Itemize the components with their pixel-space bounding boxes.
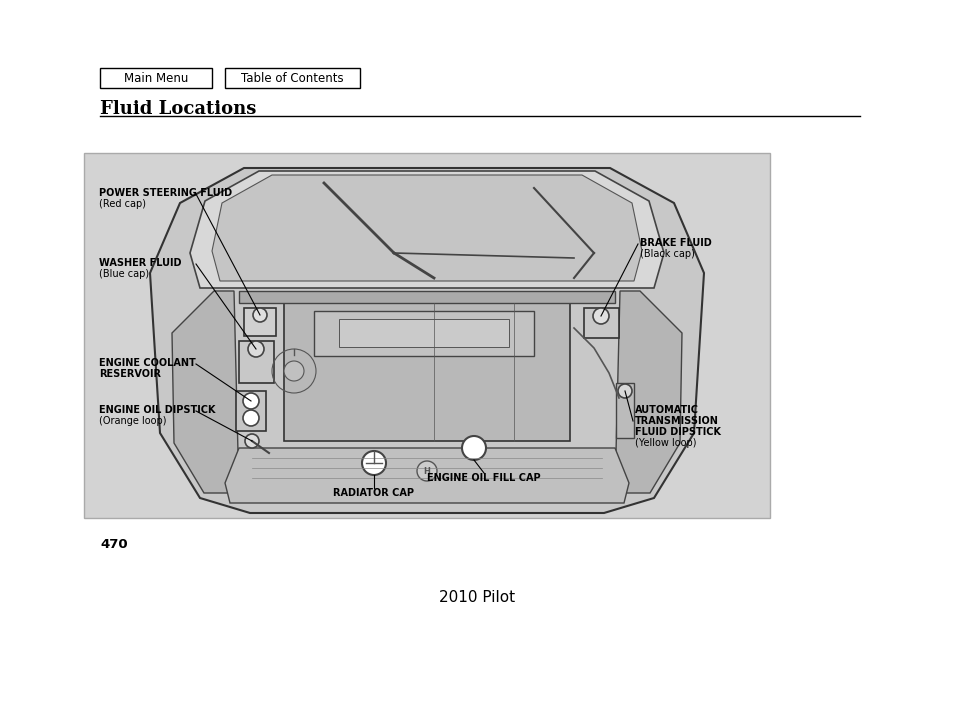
Circle shape — [461, 436, 485, 460]
Circle shape — [618, 384, 631, 398]
Polygon shape — [615, 291, 681, 493]
FancyBboxPatch shape — [244, 308, 275, 336]
FancyBboxPatch shape — [100, 68, 212, 88]
FancyBboxPatch shape — [239, 341, 274, 383]
Polygon shape — [190, 171, 663, 288]
Text: TRANSMISSION: TRANSMISSION — [635, 416, 719, 426]
Text: (Orange loop): (Orange loop) — [99, 416, 167, 426]
Text: H: H — [423, 466, 430, 476]
Text: FLUID DIPSTICK: FLUID DIPSTICK — [635, 427, 720, 437]
Polygon shape — [150, 168, 703, 513]
Text: Fluid Locations: Fluid Locations — [100, 100, 256, 118]
FancyBboxPatch shape — [338, 319, 509, 347]
Polygon shape — [172, 291, 239, 493]
Text: AUTOMATIC: AUTOMATIC — [635, 405, 699, 415]
Text: ENGINE OIL DIPSTICK: ENGINE OIL DIPSTICK — [99, 405, 215, 415]
FancyBboxPatch shape — [583, 308, 618, 338]
Circle shape — [416, 461, 436, 481]
FancyBboxPatch shape — [225, 68, 359, 88]
Text: WASHER FLUID: WASHER FLUID — [99, 258, 181, 268]
Circle shape — [243, 410, 258, 426]
FancyBboxPatch shape — [314, 311, 534, 356]
Text: ENGINE COOLANT: ENGINE COOLANT — [99, 358, 195, 368]
Circle shape — [243, 393, 258, 409]
Text: RADIATOR CAP: RADIATOR CAP — [334, 488, 414, 498]
Text: BRAKE FLUID: BRAKE FLUID — [639, 238, 711, 248]
Circle shape — [361, 451, 386, 475]
Text: POWER STEERING FLUID: POWER STEERING FLUID — [99, 188, 232, 198]
Text: Table of Contents: Table of Contents — [241, 72, 343, 84]
Circle shape — [284, 361, 304, 381]
FancyBboxPatch shape — [284, 301, 569, 441]
Text: (Blue cap): (Blue cap) — [99, 269, 149, 279]
Circle shape — [253, 308, 267, 322]
Polygon shape — [225, 448, 628, 503]
Text: 470: 470 — [100, 538, 128, 551]
Circle shape — [245, 434, 258, 448]
FancyBboxPatch shape — [239, 291, 615, 303]
Text: 2010 Pilot: 2010 Pilot — [438, 590, 515, 605]
FancyBboxPatch shape — [84, 153, 769, 518]
Polygon shape — [212, 175, 641, 281]
Text: RESERVOIR: RESERVOIR — [99, 369, 161, 379]
FancyBboxPatch shape — [616, 383, 634, 438]
Circle shape — [248, 341, 264, 357]
Text: ENGINE OIL FILL CAP: ENGINE OIL FILL CAP — [427, 473, 540, 483]
Text: Main Menu: Main Menu — [124, 72, 188, 84]
Circle shape — [593, 308, 608, 324]
Text: (Yellow loop): (Yellow loop) — [635, 438, 696, 448]
Text: (Red cap): (Red cap) — [99, 199, 146, 209]
FancyBboxPatch shape — [235, 391, 266, 431]
Text: (Black cap): (Black cap) — [639, 249, 694, 259]
